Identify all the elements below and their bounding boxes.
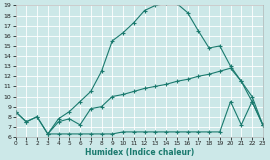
X-axis label: Humidex (Indice chaleur): Humidex (Indice chaleur) (85, 148, 194, 156)
